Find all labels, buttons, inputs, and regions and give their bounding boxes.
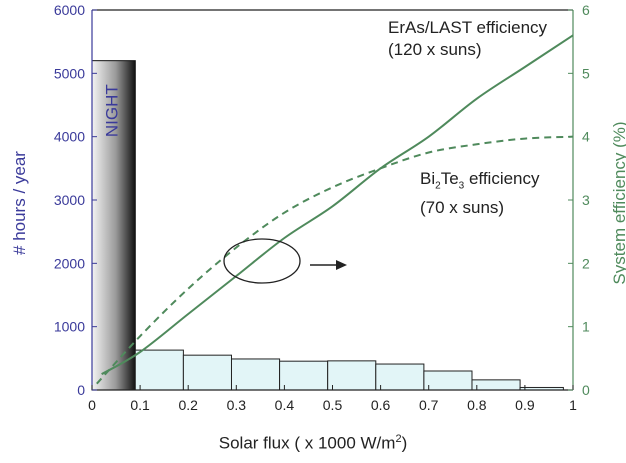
y-right-tick-label: 2 bbox=[582, 255, 590, 271]
histogram-bar bbox=[182, 354, 232, 391]
x-tick-label: 0.7 bbox=[419, 397, 439, 413]
y-left-tick-label: 0 bbox=[77, 382, 85, 398]
y-right-tick-label: 1 bbox=[582, 319, 590, 335]
x-tick-label: 0 bbox=[88, 397, 96, 413]
histogram-bar bbox=[423, 370, 473, 391]
x-axis-title-prefix: Solar flux ( x 1000 W/m bbox=[218, 433, 396, 453]
series-line-bi2te3 bbox=[96, 135, 574, 385]
y-axis-left-title: # hours / year bbox=[10, 151, 29, 255]
histogram-bar bbox=[230, 358, 281, 391]
x-tick-label: 0.6 bbox=[371, 397, 391, 413]
ellipse-marker bbox=[223, 238, 301, 284]
bite-sub2: 3 bbox=[458, 180, 465, 192]
series-line-eras-last bbox=[101, 34, 574, 376]
x-tick-label: 0.2 bbox=[178, 397, 198, 413]
bite-te: Te bbox=[440, 169, 459, 188]
annotation-eras-line2: (120 x suns) bbox=[388, 40, 482, 59]
histogram-bar bbox=[327, 360, 377, 391]
x-tick-label: 0.9 bbox=[515, 397, 535, 413]
x-tick-label: 0.8 bbox=[467, 397, 487, 413]
y-right-tick-label: 5 bbox=[582, 65, 590, 81]
annotation-bite-line1: Bi2Te3 efficiency bbox=[420, 168, 540, 197]
annotation-bite: Bi2Te3 efficiency (70 x suns) bbox=[420, 168, 540, 219]
x-tick-label: 1 bbox=[569, 397, 577, 413]
night-label: NIGHT bbox=[102, 84, 121, 137]
x-axis-title-suffix: ) bbox=[401, 433, 408, 453]
histogram-bar bbox=[134, 349, 184, 391]
histogram-bar bbox=[471, 379, 521, 391]
arrow-head-icon bbox=[336, 260, 347, 270]
y-axis-right-title: System efficiency (%) bbox=[610, 121, 626, 285]
x-axis-title: Solar flux ( x 1000 W/m2) bbox=[0, 433, 626, 454]
y-left-tick-label: 5000 bbox=[54, 65, 85, 81]
bite-sub1: 2 bbox=[435, 180, 441, 192]
histogram-bar bbox=[279, 360, 329, 391]
x-axis-title-sup: 2 bbox=[395, 433, 402, 445]
y-left-tick-label: 3000 bbox=[54, 192, 85, 208]
y-right-tick-label: 0 bbox=[582, 382, 590, 398]
bite-bi: Bi bbox=[420, 169, 436, 188]
histogram-bar bbox=[375, 363, 425, 391]
y-right-tick-label: 4 bbox=[582, 129, 590, 145]
x-tick-label: 0.3 bbox=[227, 397, 247, 413]
x-tick-label: 0.1 bbox=[130, 397, 150, 413]
night-bar bbox=[91, 60, 136, 391]
annotation-eras: ErAs/LAST efficiency (120 x suns) bbox=[388, 17, 547, 61]
bite-rest: efficiency bbox=[464, 169, 540, 188]
y-right-tick-label: 6 bbox=[582, 2, 590, 18]
x-tick-label: 0.4 bbox=[275, 397, 295, 413]
y-left-tick-label: 6000 bbox=[54, 2, 85, 18]
x-tick-label: 0.5 bbox=[323, 397, 343, 413]
annotation-bite-line2: (70 x suns) bbox=[420, 198, 505, 218]
y-left-tick-label: 2000 bbox=[54, 255, 85, 271]
annotation-eras-line1: ErAs/LAST efficiency bbox=[388, 18, 548, 37]
y-right-tick-label: 3 bbox=[582, 192, 590, 208]
y-left-tick-label: 1000 bbox=[54, 319, 85, 335]
y-left-tick-label: 4000 bbox=[54, 129, 85, 145]
